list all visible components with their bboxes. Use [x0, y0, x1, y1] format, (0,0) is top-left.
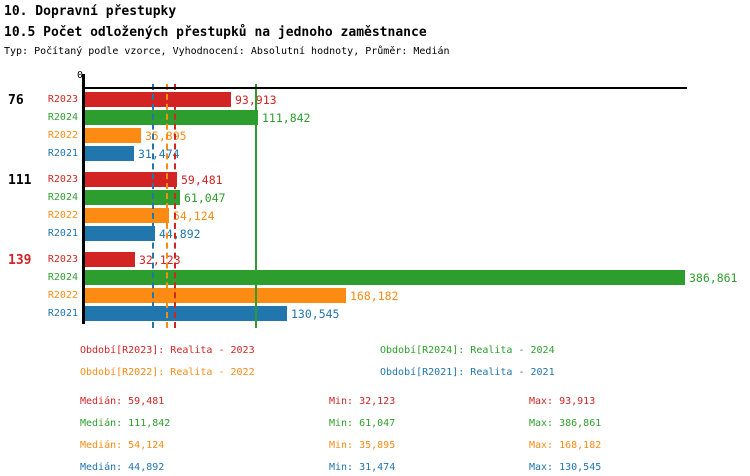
stat-min: Min: 61,047 [329, 418, 396, 429]
stat-max: Max: 386,861 [529, 418, 602, 429]
bar [85, 288, 346, 303]
bar-value-label: 386,861 [689, 271, 738, 285]
series-label: R2021 [47, 308, 78, 319]
series-label: R2024 [47, 272, 78, 283]
x-axis-line [82, 87, 687, 89]
chart-meta-line: Typ: Počítaný podle vzorce, Vyhodnocení:… [4, 46, 450, 57]
series-label: R2021 [47, 228, 78, 239]
median-line [166, 84, 168, 328]
chart-subtitle: 10.5 Počet odložených přestupků na jedno… [4, 25, 427, 40]
series-label: R2023 [47, 254, 78, 265]
legend-item-R2024: Období[R2024]: Realita - 2024 [380, 345, 555, 356]
bar-value-label: 130,545 [291, 307, 340, 321]
bar [85, 146, 134, 161]
series-label: R2023 [47, 174, 78, 185]
stat-min: Min: 35,895 [329, 440, 396, 451]
bar-value-label: 59,481 [181, 173, 223, 187]
bar [85, 208, 169, 223]
stat-median: Medián: 111,842 [80, 418, 171, 429]
y-axis-line [82, 74, 85, 324]
bar-value-label: 35,895 [145, 129, 187, 143]
bar-value-label: 44,892 [159, 227, 201, 241]
bar [85, 226, 155, 241]
stat-max: Max: 168,182 [529, 440, 602, 451]
median-line [255, 84, 257, 328]
series-label: R2024 [47, 112, 78, 123]
bar-value-label: 31,474 [138, 147, 180, 161]
series-label: R2022 [47, 210, 78, 221]
legend-item-R2022: Období[R2022]: Realita - 2022 [80, 367, 255, 378]
bar [85, 190, 180, 205]
series-label: R2024 [47, 192, 78, 203]
stat-median: Medián: 54,124 [80, 440, 165, 451]
stat-min: Min: 31,474 [329, 462, 396, 473]
group-label: 76 [8, 93, 24, 108]
bar-value-label: 61,047 [184, 191, 226, 205]
legend-item-R2021: Období[R2021]: Realita - 2021 [380, 367, 555, 378]
legend-item-R2023: Období[R2023]: Realita - 2023 [80, 345, 255, 356]
median-line [174, 84, 176, 328]
stat-max: Max: 93,913 [529, 396, 596, 407]
series-label: R2022 [47, 290, 78, 301]
bar [85, 172, 177, 187]
bar-value-label: 168,182 [350, 289, 399, 303]
series-label: R2023 [47, 94, 78, 105]
bar-value-label: 111,842 [262, 111, 311, 125]
stat-median: Medián: 44,892 [80, 462, 165, 473]
bar [85, 252, 135, 267]
stat-median: Medián: 59,481 [80, 396, 165, 407]
bar [85, 92, 231, 107]
series-label: R2022 [47, 130, 78, 141]
page-title: 10. Dopravní přestupky [4, 4, 177, 19]
group-label: 111 [8, 173, 32, 188]
bar [85, 110, 258, 125]
bar [85, 128, 141, 143]
series-label: R2021 [47, 148, 78, 159]
bar-value-label: 32,123 [139, 253, 181, 267]
bar [85, 270, 685, 285]
median-line [152, 84, 154, 328]
bar-value-label: 54,124 [173, 209, 215, 223]
stat-min: Min: 32,123 [329, 396, 396, 407]
stat-max: Max: 130,545 [529, 462, 602, 473]
group-label: 139 [8, 253, 32, 268]
axis-zero-label: 0 [77, 70, 84, 81]
bar [85, 306, 287, 321]
